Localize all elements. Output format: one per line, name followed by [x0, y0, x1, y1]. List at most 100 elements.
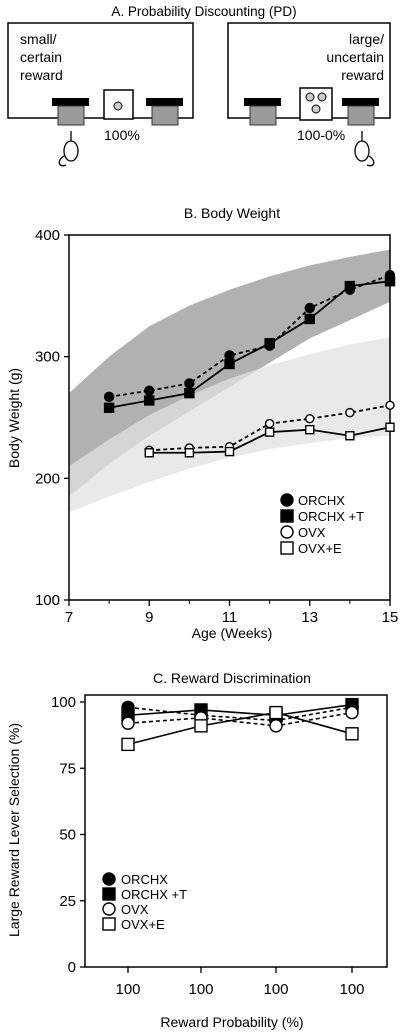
series-line-ovx — [127, 711, 353, 727]
data-point-ovx — [121, 716, 135, 730]
x-tick-label: 100 — [263, 981, 288, 998]
data-point-ovx-e — [269, 705, 283, 720]
legend-label-orchx: ORCHX — [121, 872, 168, 887]
left-lever-left — [52, 98, 89, 126]
y-tick-label: 200 — [35, 470, 60, 487]
panel-a: A. Probability Discounting (PD) small/ c… — [7, 4, 391, 167]
legend-label-orchx-t: ORCHX +T — [121, 887, 187, 902]
series-line-orchx — [108, 274, 391, 398]
legend-marker-orchx — [280, 493, 294, 507]
left-label-line-1: small/ — [20, 31, 57, 47]
data-point-orchx-t — [144, 395, 155, 406]
chart-b-ticks: 7 9 11 13 15 100 200 300 400 — [35, 227, 398, 626]
chart-b-series — [103, 269, 396, 458]
chart-c-frame — [84, 694, 388, 968]
right-label-line-1: large/ — [349, 31, 384, 47]
legend-label-ovx-e: OVX+E — [298, 541, 342, 556]
data-point-orchx-t — [384, 276, 396, 287]
x-tick-label: 15 — [382, 609, 399, 626]
chart-b-ylabel: Body Weight (g) — [6, 368, 22, 468]
y-tick-label: 100 — [35, 592, 60, 609]
legend-label-ovx-e: OVX+E — [121, 917, 165, 932]
series-line-orchx — [127, 706, 353, 722]
left-pellet — [113, 101, 123, 111]
y-tick-label: 0 — [68, 959, 76, 976]
panel-a-title: A. Probability Discounting (PD) — [111, 4, 296, 19]
data-point-orchx-t — [184, 387, 195, 399]
data-point-ovx-e — [144, 448, 154, 458]
left-label-line-3: reward — [20, 67, 63, 83]
data-point-ovx-e — [194, 719, 208, 733]
legend-label-ovx: OVX — [121, 902, 149, 917]
right-probability: 100-0% — [297, 127, 345, 143]
x-tick-label: 13 — [301, 609, 318, 626]
x-tick-label: 100 — [115, 981, 140, 998]
series-line-ovx-e — [127, 711, 353, 746]
legend-marker-ovx — [102, 902, 116, 916]
data-point-ovx-e — [121, 737, 135, 752]
data-point-orchx — [144, 385, 155, 396]
y-tick-label: 75 — [59, 760, 76, 777]
series-line-orchx-t — [127, 703, 353, 717]
left-food-cup — [103, 89, 134, 120]
data-point-ovx — [264, 418, 275, 429]
legend-marker-orchx — [102, 872, 116, 886]
chart-c-xlabel: Reward Probability (%) — [160, 1014, 303, 1030]
chart-c-series — [121, 697, 359, 752]
left-chamber-label: small/ certain reward — [20, 31, 63, 83]
left-label-line-2: certain — [20, 49, 62, 65]
chart-c-title: C. Reward Discrimination — [153, 670, 311, 686]
data-point-ovx-e — [385, 422, 395, 432]
data-point-orchx — [304, 302, 315, 314]
data-point-ovx-e — [264, 427, 275, 437]
chart-b-xlabel: Age (Weeks) — [192, 625, 273, 641]
data-point-ovx-e — [305, 424, 315, 435]
right-label-line-2: uncertain — [326, 49, 384, 65]
legend-marker-ovx-e — [102, 917, 116, 931]
y-tick-label: 300 — [35, 349, 60, 366]
data-point-ovx-e — [345, 431, 355, 441]
right-rat-icon — [354, 131, 375, 167]
data-point-ovx — [345, 705, 359, 720]
legend-label-ovx: OVX — [298, 525, 326, 540]
data-point-orchx-t — [344, 280, 356, 292]
data-point-orchx — [184, 378, 195, 389]
x-tick-label: 100 — [339, 981, 364, 998]
data-point-ovx-e — [345, 727, 359, 741]
y-tick-label: 25 — [59, 893, 76, 910]
x-tick-label: 100 — [188, 981, 213, 998]
data-point-orchx-t — [304, 313, 315, 325]
reward-discrimination-chart: C. Reward Discrimination 100 100 100 100 0 25… — [6, 670, 388, 1030]
data-point-orchx — [224, 350, 235, 361]
reference-band-2 — [69, 337, 390, 513]
chart-c-ticks: 100 100 100 100 0 25 50 75 100 — [51, 694, 365, 998]
legend-marker-ovx — [280, 525, 294, 539]
legend-marker-ovx-e — [280, 541, 294, 555]
data-point-ovx-e — [184, 448, 195, 458]
right-food-cup — [299, 87, 333, 121]
y-tick-label: 400 — [35, 227, 60, 244]
legend-marker-orchx-t — [280, 509, 294, 523]
x-tick-label: 11 — [222, 609, 238, 626]
y-tick-label: 100 — [51, 694, 76, 711]
data-point-ovx — [269, 719, 283, 733]
chart-b-title: B. Body Weight — [184, 205, 280, 221]
data-point-orchx-t — [103, 402, 115, 413]
body-weight-chart: B. Body Weight 7 9 11 13 15 100 200 300 400 ORCH… — [6, 205, 398, 641]
legend-label-orchx-t: ORCHX +T — [298, 509, 364, 524]
left-probability: 100% — [104, 127, 140, 143]
chart-b-bands — [69, 249, 390, 513]
legend-marker-orchx-t — [102, 887, 116, 901]
y-tick-label: 50 — [59, 827, 76, 844]
right-lever-right — [342, 98, 379, 126]
data-point-orchx-t — [224, 358, 235, 370]
legend-label-orchx: ORCHX — [298, 493, 345, 508]
left-chamber-box — [7, 22, 194, 119]
data-point-ovx-e — [224, 446, 235, 457]
x-tick-label: 9 — [145, 609, 153, 626]
right-pellets — [305, 92, 327, 114]
data-point-ovx — [305, 414, 315, 424]
